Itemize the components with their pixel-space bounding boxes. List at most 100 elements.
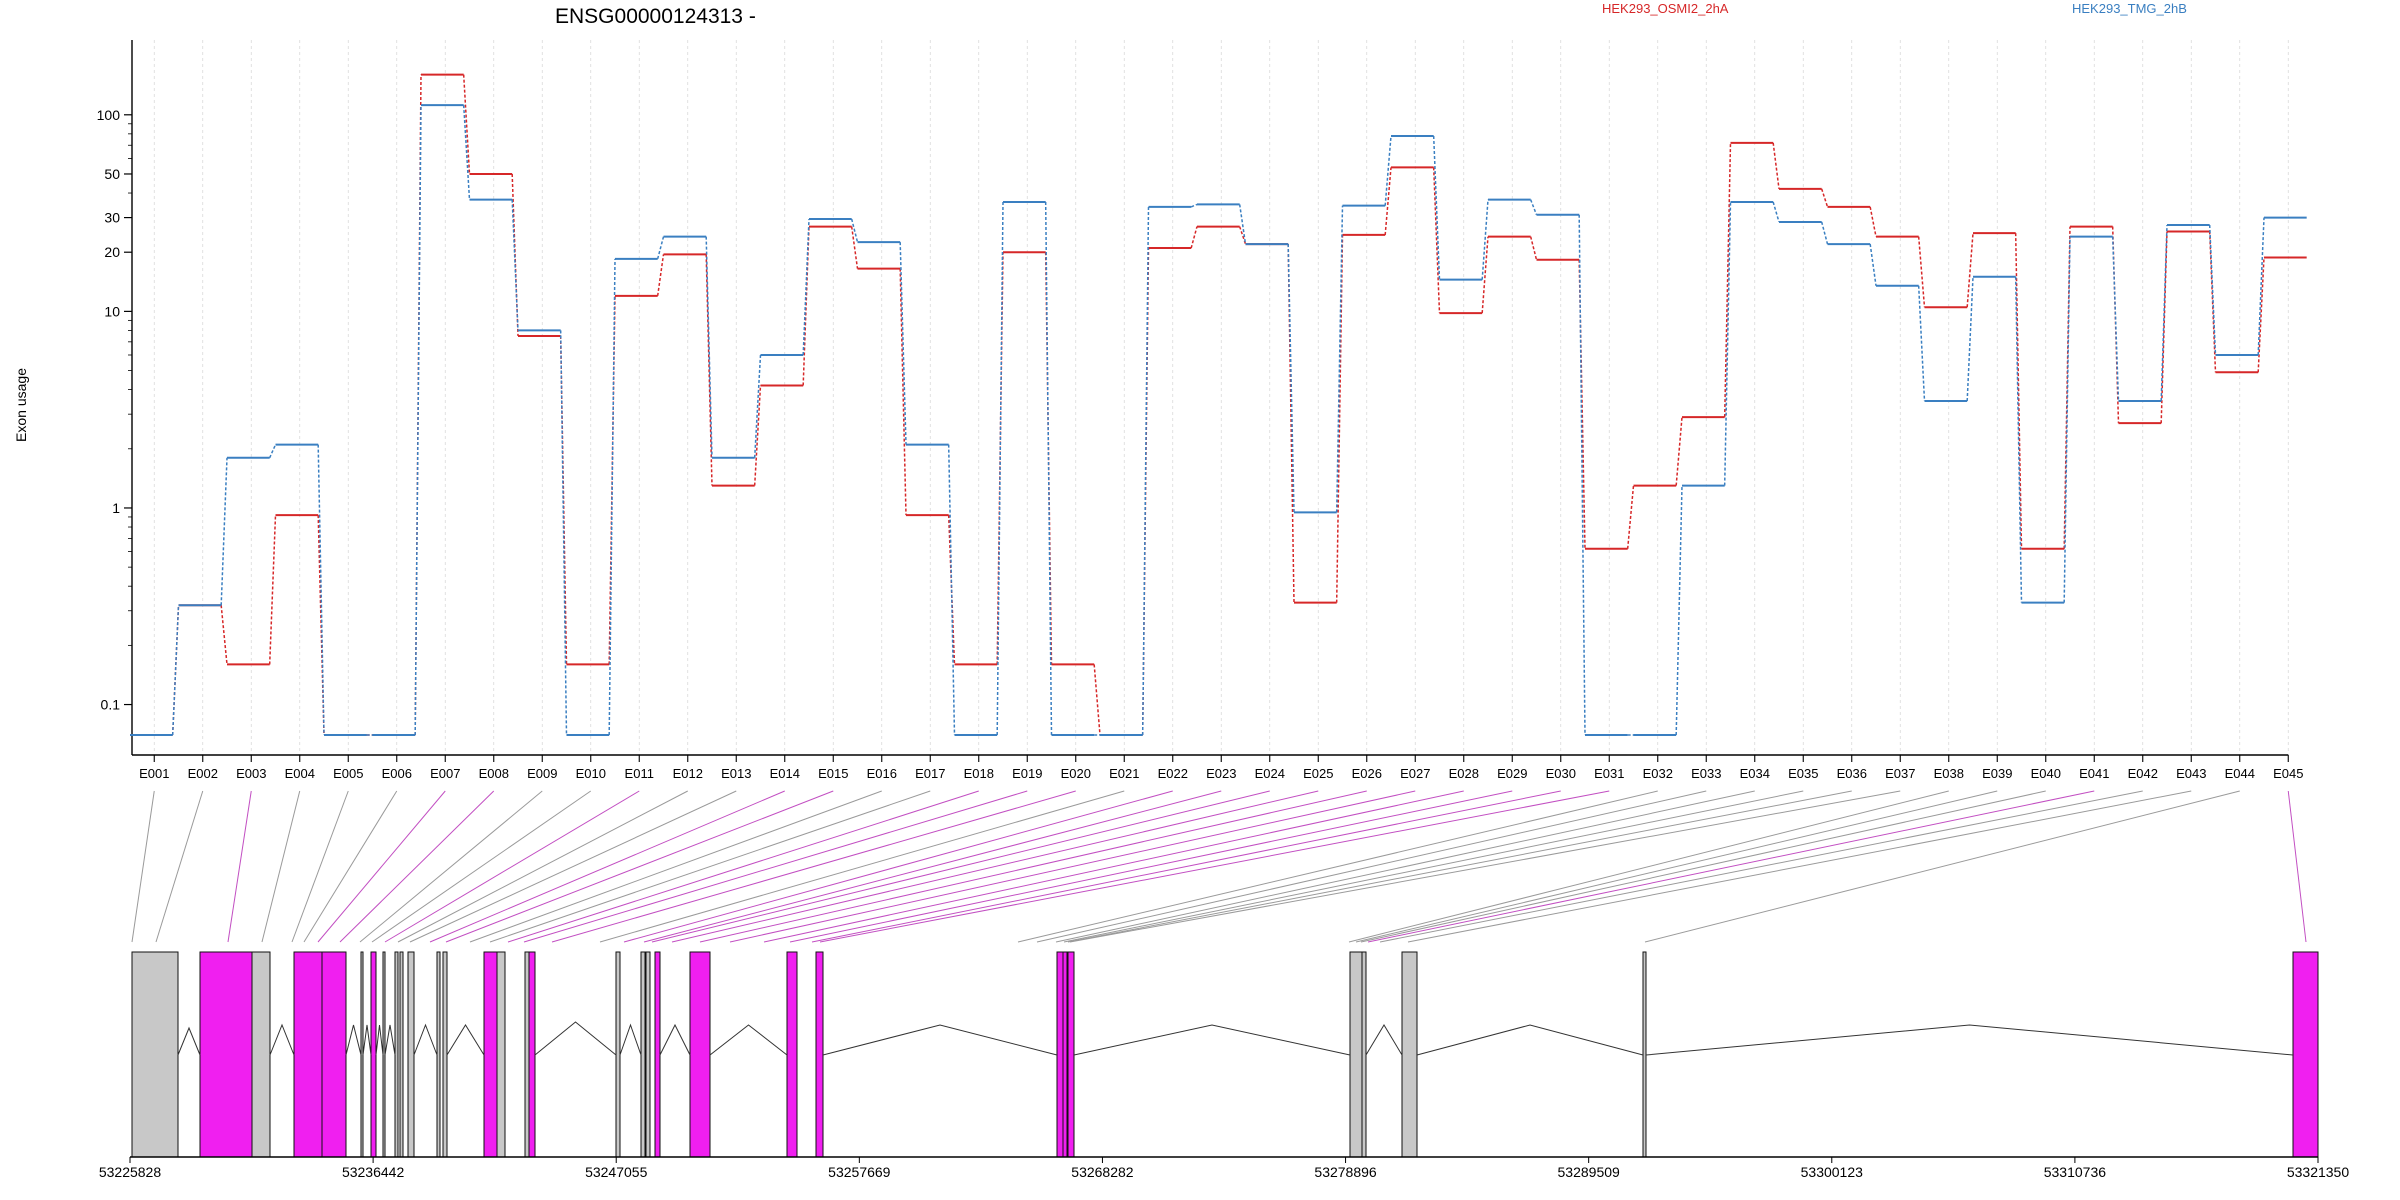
series-transition	[1772, 201, 1780, 223]
exon-block	[645, 951, 651, 1158]
exon-block	[640, 951, 646, 1158]
exon-block	[496, 951, 506, 1158]
exon-connector	[291, 790, 349, 943]
exon-block	[654, 951, 661, 1158]
x-tick-label: E025	[1303, 766, 1333, 781]
exon-block	[786, 951, 798, 1158]
series-transition	[268, 444, 277, 459]
series-transition	[1287, 244, 1295, 513]
series-transition	[899, 242, 907, 445]
exon-connector	[1348, 790, 1949, 943]
series-lines	[130, 73, 2307, 736]
exon-connector	[1360, 790, 2046, 943]
x-tick-label: E009	[527, 766, 557, 781]
x-tick-label: E031	[1594, 766, 1624, 781]
exon-connector	[1407, 790, 2192, 943]
x-tick-label: E014	[770, 766, 800, 781]
series-transition	[1432, 167, 1441, 314]
x-tick-label: E020	[1061, 766, 1091, 781]
exon-connector	[384, 790, 640, 943]
exon-connector	[789, 790, 1513, 943]
x-tick-label: E040	[2031, 766, 2061, 781]
intron-connector	[1073, 1024, 1351, 1056]
series-transition	[414, 105, 422, 736]
series-transition	[1093, 664, 1101, 736]
x-tick-label: E012	[673, 766, 703, 781]
series-transition	[850, 226, 859, 269]
series-transition	[559, 330, 568, 736]
legend-series-tmg: HEK293_TMG_2hB	[2072, 1, 2187, 16]
intron-connector	[446, 1024, 485, 1056]
x-tick-label: E042	[2128, 766, 2158, 781]
coordinate-label: 53225828	[99, 1164, 162, 1180]
exon-block	[528, 951, 536, 1158]
x-tick-label: E010	[576, 766, 606, 781]
exon-connector	[371, 790, 592, 943]
genomic-coordinate-axis: 53225828 53236442 53247055 53257669 53268282…	[99, 1156, 2350, 1180]
exon-connector	[429, 790, 785, 943]
x-tick-label: E041	[2079, 766, 2109, 781]
y-tick-label: 1	[112, 500, 120, 516]
series-transition	[2063, 226, 2071, 549]
exon-block	[251, 951, 271, 1158]
x-tick-label: E043	[2176, 766, 2206, 781]
exon-connector	[261, 790, 301, 943]
intron-connector	[177, 1026, 201, 1056]
y-tick-label: 100	[97, 107, 121, 123]
exon-connector	[1067, 790, 1852, 943]
series-transition	[268, 515, 277, 665]
series-transition	[220, 457, 228, 606]
exon-connector	[339, 790, 495, 943]
intron-connector	[1365, 1024, 1403, 1056]
series-transition	[317, 515, 325, 736]
series-transition	[2111, 236, 2120, 402]
series-transition	[1869, 206, 1877, 237]
x-tick-label: E038	[1934, 766, 1964, 781]
y-tick-label: 20	[104, 244, 120, 260]
series-transition	[608, 258, 616, 736]
exon-block	[199, 951, 253, 1158]
exon-connector	[551, 790, 1076, 943]
series-transition	[1966, 233, 1974, 308]
exon-block	[407, 951, 415, 1158]
x-axis: E001 E002 E003 E004 E005 E006 E007 E008 E009 E010…	[132, 754, 2303, 781]
exon-connector-lines	[131, 790, 2307, 943]
exon-connector	[1069, 790, 1901, 943]
exon-connector	[1055, 790, 1755, 943]
exon-block	[394, 951, 399, 1158]
exon-block	[1062, 951, 1068, 1158]
coordinate-label: 53321350	[2287, 1164, 2350, 1180]
chart-title: ENSG00000124313 -	[555, 5, 756, 28]
x-tick-label: E005	[333, 766, 363, 781]
series-transition	[220, 605, 228, 665]
exon-block	[1361, 951, 1367, 1158]
exon-connector	[671, 790, 1319, 943]
exon-connector	[469, 790, 882, 943]
coordinate-label: 53300123	[1801, 1164, 1864, 1180]
series-transition	[850, 218, 859, 243]
x-tick-label: E045	[2273, 766, 2303, 781]
coordinate-label: 53257669	[828, 1164, 891, 1180]
coordinate-label: 53278896	[1314, 1164, 1377, 1180]
series-transition	[1141, 206, 1150, 736]
x-tick-label: E021	[1109, 766, 1139, 781]
y-axis-label: Exon usage	[13, 368, 29, 442]
exon-connector	[599, 790, 1125, 943]
intron-connector	[345, 1024, 362, 1056]
exon-connector	[2287, 790, 2307, 943]
x-tick-label: E011	[625, 766, 654, 781]
series-transition	[1190, 203, 1198, 208]
exon-block	[689, 951, 711, 1158]
x-tick-label: E027	[1400, 766, 1430, 781]
coordinate-label: 53247055	[585, 1164, 648, 1180]
exon-block	[1067, 951, 1075, 1158]
series-transition	[1820, 188, 1829, 208]
exon-connector	[1036, 790, 1707, 943]
intron-connector	[1645, 1024, 2294, 1056]
series-transition	[1044, 202, 1053, 736]
x-tick-label: E023	[1206, 766, 1236, 781]
x-tick-label: E028	[1449, 766, 1479, 781]
exon-connector	[507, 790, 979, 943]
x-tick-label: E013	[721, 766, 751, 781]
series-transition	[1432, 135, 1441, 280]
